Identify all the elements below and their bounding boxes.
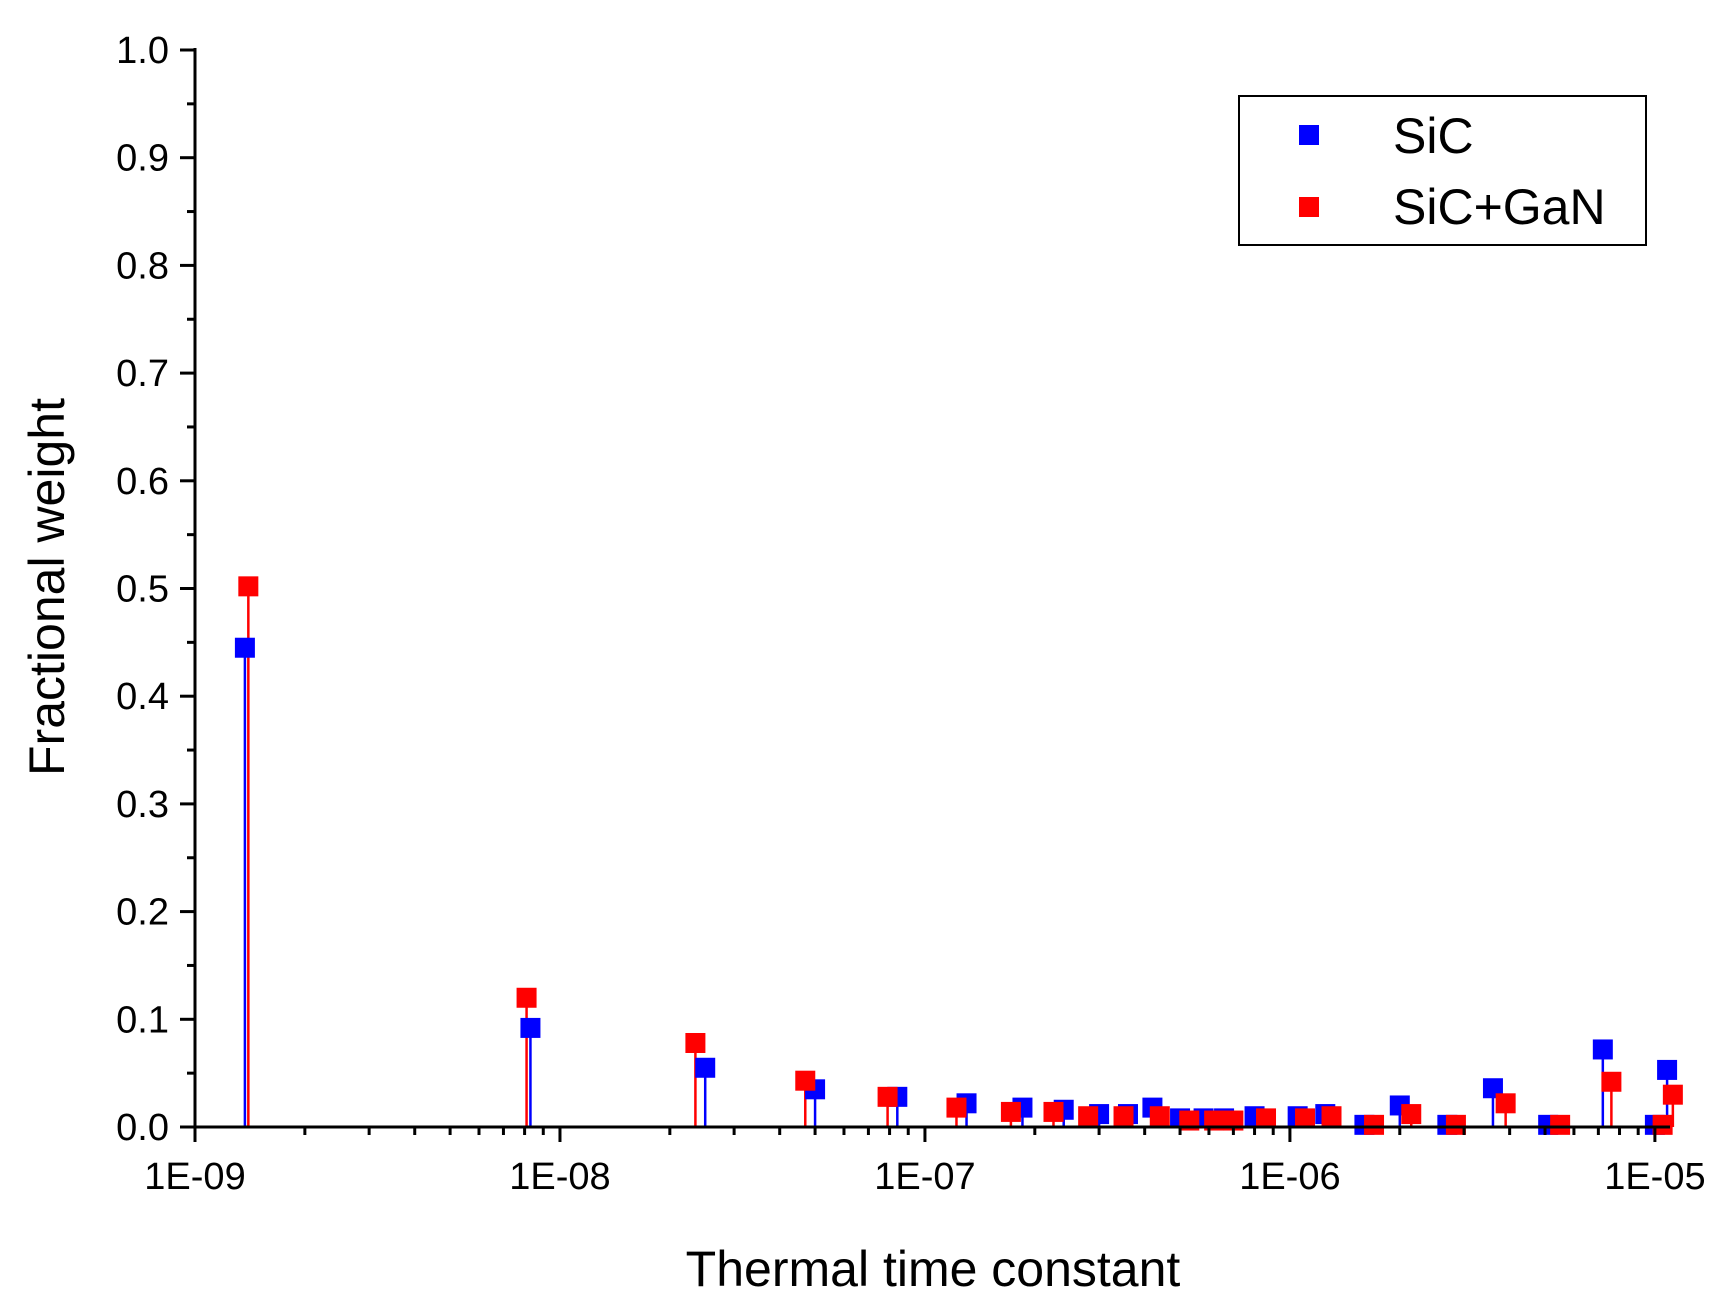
y-tick-label: 1.0 [116,30,169,72]
x-tick-label: 1E-09 [144,1156,245,1198]
y-tick-label: 0.2 [116,892,169,934]
point-sic-gan [1043,1101,1064,1122]
y-tick-label: 0.8 [116,245,169,287]
legend: SiC SiC+GaN [1238,95,1647,246]
y-tick-label: 0.3 [116,784,169,826]
point-sic-gan [1321,1106,1342,1127]
y-tick-label: 0.1 [116,999,169,1041]
stems-layer [243,586,1675,1127]
axes-layer: 0.0 0.1 0.2 0.3 0.4 0.5 0.6 0.7 0.8 0.9 1.0 1E-09 1E… [116,30,1705,1198]
y-tick-label: 0.5 [116,569,169,611]
point-sic-gan [516,987,537,1008]
point-sic-gan [1149,1106,1170,1127]
y-axis-title: Fractional weight [19,398,75,776]
point-sic-gan [1256,1108,1277,1129]
point-sic-gan [685,1032,706,1053]
point-sic [234,637,255,658]
markers-layer [234,576,1683,1135]
point-sic-gan [1000,1101,1021,1122]
point-sic-gan [1401,1104,1422,1125]
y-tick-label: 0.4 [116,676,169,718]
point-sic-gan [1652,1114,1673,1135]
y-tick-label: 0.7 [116,353,169,395]
point-sic-gan [1364,1114,1385,1135]
x-tick-label: 1E-08 [509,1156,610,1198]
point-sic-gan [1601,1071,1622,1092]
point-sic-gan [795,1070,816,1091]
legend-box [1238,95,1647,246]
y-tick-label: 0.9 [116,138,169,180]
point-sic [695,1057,716,1078]
point-sic-gan [1662,1084,1683,1105]
legend-marker-sic-gan [1299,197,1319,217]
legend-label-sic-gan: SiC+GaN [1393,179,1606,235]
point-sic-gan [1295,1108,1316,1129]
point-sic-gan [946,1097,967,1118]
point-sic-gan [877,1086,898,1107]
point-sic-gan [1495,1093,1516,1114]
legend-marker-sic [1299,125,1319,145]
point-sic [1592,1039,1613,1060]
y-tick-label: 0.6 [116,461,169,503]
x-tick-label: 1E-07 [874,1156,975,1198]
legend-label-sic: SiC [1393,108,1474,164]
x-tick-label: 1E-06 [1239,1156,1340,1198]
point-sic-gan [1113,1106,1134,1127]
point-sic [1657,1059,1678,1080]
x-tick-label: 1E-05 [1604,1156,1705,1198]
point-sic [1482,1078,1503,1099]
x-axis-title: Thermal time constant [686,1241,1181,1297]
point-sic-gan [1445,1114,1466,1135]
y-tick-label: 0.0 [116,1107,169,1149]
point-sic-gan [1078,1106,1099,1127]
point-sic [520,1017,541,1038]
point-sic-gan [1550,1114,1571,1135]
point-sic-gan [238,576,259,597]
